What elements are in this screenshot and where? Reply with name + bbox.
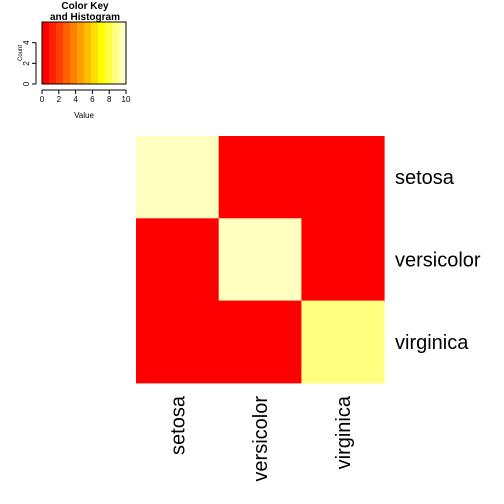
color-key-swatch xyxy=(42,22,50,84)
column-label: setosa xyxy=(167,395,189,455)
heatmap-cell xyxy=(301,136,385,219)
heatmap-cell xyxy=(136,218,220,302)
color-key-swatch xyxy=(56,22,64,84)
heatmap-cells xyxy=(136,136,385,384)
color-key-swatches xyxy=(42,22,127,84)
heatmap-cell xyxy=(218,300,302,384)
color-key-x-tick-label: 2 xyxy=(57,95,62,104)
color-key-swatch xyxy=(105,22,113,84)
row-label: setosa xyxy=(395,167,455,189)
color-key-swatch xyxy=(91,22,99,84)
color-key-y-tick-label: 0 xyxy=(22,81,31,86)
color-key: Color Key and Histogram 0 2 4 6 8 10 0 2 4 Valu… xyxy=(18,1,131,120)
heatmap-row-labels: setosa versicolor virginica xyxy=(395,167,481,354)
color-key-x-tick-label: 4 xyxy=(73,95,78,104)
heatmap-cell xyxy=(136,136,220,219)
heatmap-cell xyxy=(136,300,220,384)
color-key-x-axis: 0 2 4 6 8 10 xyxy=(40,89,131,104)
column-label: virginica xyxy=(333,395,355,469)
color-key-title-line2: and Histogram xyxy=(50,12,120,23)
heatmap-cell xyxy=(301,300,385,384)
heatmap-column-labels: setosa versicolor virginica xyxy=(167,395,354,481)
color-key-y-axis: 0 2 4 xyxy=(22,40,37,86)
color-key-swatch xyxy=(49,22,57,84)
color-key-swatch xyxy=(70,22,78,84)
color-key-y-tick-label: 2 xyxy=(22,61,31,66)
color-key-frame xyxy=(41,21,127,85)
color-key-swatch xyxy=(77,22,85,84)
color-key-x-tick-label: 10 xyxy=(122,95,131,104)
heatmap-cell xyxy=(218,136,302,219)
color-key-y-tick-label: 4 xyxy=(22,40,31,45)
color-key-x-tick-label: 0 xyxy=(40,95,45,104)
color-key-x-label: Value xyxy=(74,111,94,120)
color-key-title-line1: Color Key xyxy=(61,1,109,12)
row-label: virginica xyxy=(395,332,469,354)
color-key-y-label: Count xyxy=(18,45,24,61)
heatmap-cell xyxy=(301,218,385,302)
color-key-swatch xyxy=(98,22,106,84)
color-key-swatch xyxy=(84,22,92,84)
color-key-x-tick-label: 6 xyxy=(90,95,95,104)
color-key-swatch xyxy=(63,22,71,84)
column-label: versicolor xyxy=(250,396,272,482)
color-key-x-tick-label: 8 xyxy=(107,95,112,104)
heatmap-cell xyxy=(218,218,302,302)
color-key-swatch xyxy=(119,22,127,84)
color-key-swatch xyxy=(112,22,120,84)
row-label: versicolor xyxy=(395,249,481,271)
